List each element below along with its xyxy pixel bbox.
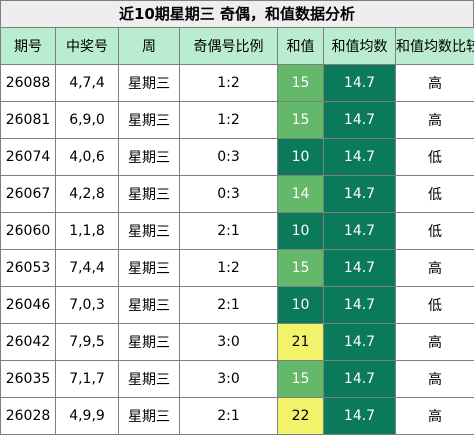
cell-weekday: 星期三 [119,287,180,324]
cell-numbers: 4,2,8 [56,176,119,213]
header-row: 期号 中奖号 周 奇偶号比例 和值 和值均数 和值均数比较 [1,28,474,65]
cell-avg: 14.7 [324,361,396,398]
cell-sum: 22 [278,398,324,435]
cell-odd-even: 1:2 [180,102,278,139]
cell-issue: 26081 [1,102,56,139]
cell-weekday: 星期三 [119,102,180,139]
header-numbers: 中奖号 [56,28,119,65]
cell-compare: 低 [396,213,474,250]
cell-odd-even: 0:3 [180,176,278,213]
cell-odd-even: 2:1 [180,398,278,435]
cell-weekday: 星期三 [119,361,180,398]
cell-sum: 10 [278,213,324,250]
cell-odd-even: 2:1 [180,287,278,324]
cell-numbers: 4,0,6 [56,139,119,176]
cell-sum: 21 [278,324,324,361]
cell-issue: 26060 [1,213,56,250]
cell-compare: 高 [396,65,474,102]
cell-numbers: 1,1,8 [56,213,119,250]
cell-compare: 低 [396,176,474,213]
cell-avg: 14.7 [324,324,396,361]
cell-numbers: 6,9,0 [56,102,119,139]
cell-weekday: 星期三 [119,324,180,361]
cell-compare: 低 [396,139,474,176]
cell-issue: 26088 [1,65,56,102]
cell-avg: 14.7 [324,102,396,139]
header-compare: 和值均数比较 [396,28,474,65]
cell-numbers: 7,1,7 [56,361,119,398]
cell-odd-even: 2:1 [180,213,278,250]
cell-numbers: 4,7,4 [56,65,119,102]
cell-issue: 26042 [1,324,56,361]
cell-numbers: 7,0,3 [56,287,119,324]
cell-avg: 14.7 [324,176,396,213]
cell-issue: 26074 [1,139,56,176]
cell-compare: 高 [396,250,474,287]
cell-compare: 高 [396,398,474,435]
cell-odd-even: 3:0 [180,361,278,398]
header-issue: 期号 [1,28,56,65]
header-weekday: 周 [119,28,180,65]
cell-issue: 26067 [1,176,56,213]
table-title: 近10期星期三 奇偶，和值数据分析 [0,0,474,27]
header-sum: 和值 [278,28,324,65]
cell-weekday: 星期三 [119,250,180,287]
cell-compare: 高 [396,361,474,398]
cell-weekday: 星期三 [119,65,180,102]
cell-sum: 15 [278,65,324,102]
cell-sum: 15 [278,102,324,139]
cell-weekday: 星期三 [119,213,180,250]
cell-odd-even: 3:0 [180,324,278,361]
cell-odd-even: 1:2 [180,250,278,287]
cell-sum: 15 [278,361,324,398]
cell-odd-even: 1:2 [180,65,278,102]
cell-compare: 高 [396,324,474,361]
cell-odd-even: 0:3 [180,139,278,176]
cell-avg: 14.7 [324,287,396,324]
cell-weekday: 星期三 [119,139,180,176]
cell-issue: 26035 [1,361,56,398]
cell-sum: 15 [278,250,324,287]
cell-avg: 14.7 [324,398,396,435]
cell-numbers: 4,9,9 [56,398,119,435]
cell-issue: 26053 [1,250,56,287]
header-odd-even: 奇偶号比例 [180,28,278,65]
cell-issue: 26046 [1,287,56,324]
cell-avg: 14.7 [324,65,396,102]
cell-numbers: 7,9,5 [56,324,119,361]
header-avg: 和值均数 [324,28,396,65]
cell-numbers: 7,4,4 [56,250,119,287]
cell-compare: 高 [396,102,474,139]
cell-sum: 10 [278,287,324,324]
cell-avg: 14.7 [324,250,396,287]
cell-issue: 26028 [1,398,56,435]
cell-sum: 14 [278,176,324,213]
cell-weekday: 星期三 [119,398,180,435]
cell-compare: 低 [396,287,474,324]
cell-sum: 10 [278,139,324,176]
cell-weekday: 星期三 [119,176,180,213]
cell-avg: 14.7 [324,213,396,250]
cell-avg: 14.7 [324,139,396,176]
